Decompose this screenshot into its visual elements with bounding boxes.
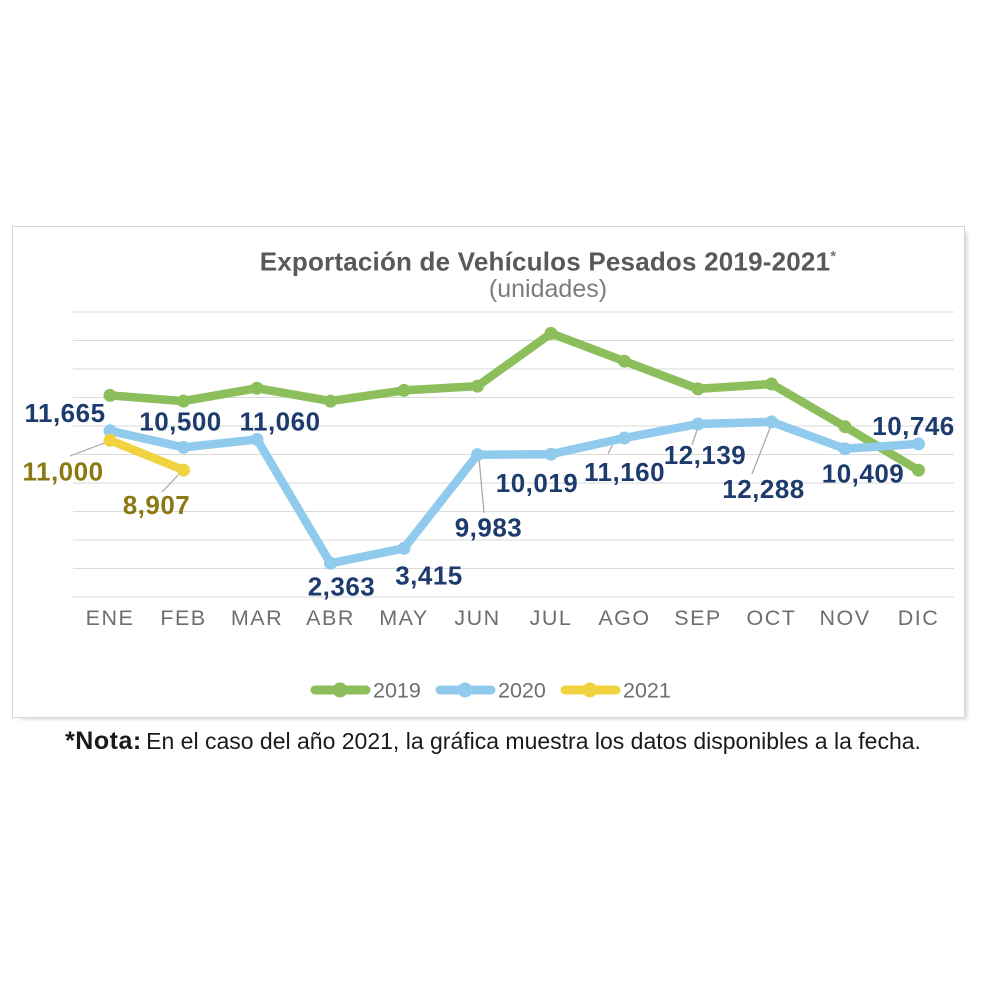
footnote-text: En el caso del año 2021, la gráfica mues… xyxy=(146,728,921,754)
legend-label-2021: 2021 xyxy=(623,679,671,703)
value-label-2020-FEB: 10,500 xyxy=(139,406,222,436)
value-label-2021-FEB: 8,907 xyxy=(123,490,191,520)
value-label-2020-ENE: 11,665 xyxy=(24,398,105,428)
legend-label-2019: 2019 xyxy=(373,679,421,703)
x-axis-label-JUN: JUN xyxy=(454,606,500,630)
data-point-2019-MAY xyxy=(397,383,411,397)
footnote: *Nota: En el caso del año 2021, la gráfi… xyxy=(0,724,986,762)
value-label-2020-OCT: 12,288 xyxy=(722,474,805,504)
data-point-2020-NOV xyxy=(838,442,852,456)
series-line-2019 xyxy=(105,329,923,475)
legend-swatch-dot-2021 xyxy=(582,682,598,698)
value-label-2021-ENE: 11,000 xyxy=(22,456,103,486)
value-label-2020-JUN: 9,983 xyxy=(455,513,523,543)
x-axis-label-JUL: JUL xyxy=(530,606,573,630)
data-point-2019-AGO xyxy=(618,354,631,368)
value-label-2020-MAR: 11,060 xyxy=(239,406,320,436)
label-leader-line xyxy=(69,441,108,457)
data-point-2020-MAY xyxy=(397,541,411,555)
chart-title: Exportación de Vehículos Pesados 2019-20… xyxy=(13,243,964,276)
x-axis-label-ABR: ABR xyxy=(306,606,355,630)
data-point-2020-OCT xyxy=(765,415,778,429)
value-label-2020-DIC: 10,746 xyxy=(872,411,955,441)
data-point-2021-ENE xyxy=(103,433,117,447)
data-point-2020-AGO xyxy=(618,431,631,445)
data-point-2020-DIC xyxy=(912,437,925,451)
data-point-2019-JUN xyxy=(471,379,484,393)
label-leader-line xyxy=(478,457,485,514)
value-label-2020-NOV: 10,409 xyxy=(822,459,905,489)
data-point-2021-FEB xyxy=(177,463,190,477)
data-point-2019-JUL xyxy=(544,326,558,340)
legend-swatch-dot-2019 xyxy=(332,682,348,698)
chart-card: Exportación de Vehículos Pesados 2019-20… xyxy=(12,226,965,718)
data-point-2020-ENE xyxy=(103,424,117,438)
data-point-2019-MAR xyxy=(250,381,264,395)
data-point-2019-NOV xyxy=(838,420,852,434)
footnote-label: *Nota: xyxy=(65,727,142,755)
chart-title-text: Exportación de Vehículos Pesados 2019-20… xyxy=(259,246,831,277)
label-leader-line xyxy=(691,429,698,446)
x-axis-label-MAY: MAY xyxy=(379,606,429,630)
label-leader-line xyxy=(751,427,771,475)
x-axis-label-DIC: DIC xyxy=(898,606,940,630)
legend-swatch-dot-2020 xyxy=(457,682,473,698)
value-label-2020-AGO: 11,160 xyxy=(584,457,665,487)
data-point-2020-JUL xyxy=(544,447,558,461)
data-point-2019-ABR xyxy=(324,394,337,408)
value-label-2020-SEP: 12,139 xyxy=(664,440,747,470)
series-line-2020 xyxy=(105,417,923,568)
value-label-2020-ABR: 2,363 xyxy=(308,571,376,601)
chart-subtitle: (unidades) xyxy=(488,275,608,303)
value-label-2020-JUL: 10,019 xyxy=(496,468,579,498)
data-point-2019-ENE xyxy=(103,388,117,402)
data-point-2020-SEP xyxy=(691,417,705,431)
data-point-2020-ABR xyxy=(324,556,337,570)
x-axis-label-FEB: FEB xyxy=(160,606,206,630)
data-point-2020-MAR xyxy=(250,432,264,446)
x-axis-label-NOV: NOV xyxy=(819,606,870,630)
data-point-2019-FEB xyxy=(177,394,190,408)
data-point-2020-JUN xyxy=(471,448,484,462)
data-point-2019-SEP xyxy=(691,382,705,396)
x-axis-label-MAR: MAR xyxy=(231,606,283,630)
value-label-2020-MAY: 3,415 xyxy=(395,560,463,590)
data-point-2020-FEB xyxy=(177,440,190,454)
data-point-2019-DIC xyxy=(912,463,925,477)
x-axis-label-ENE: ENE xyxy=(86,606,135,630)
data-point-2019-OCT xyxy=(765,377,778,391)
title-asterisk-superscript: * xyxy=(830,248,837,265)
x-axis-label-OCT: OCT xyxy=(747,606,797,630)
series-line-2021 xyxy=(105,436,188,475)
legend-label-2020: 2020 xyxy=(498,679,546,703)
x-axis-label-SEP: SEP xyxy=(674,606,722,630)
x-axis-label-AGO: AGO xyxy=(598,606,650,630)
